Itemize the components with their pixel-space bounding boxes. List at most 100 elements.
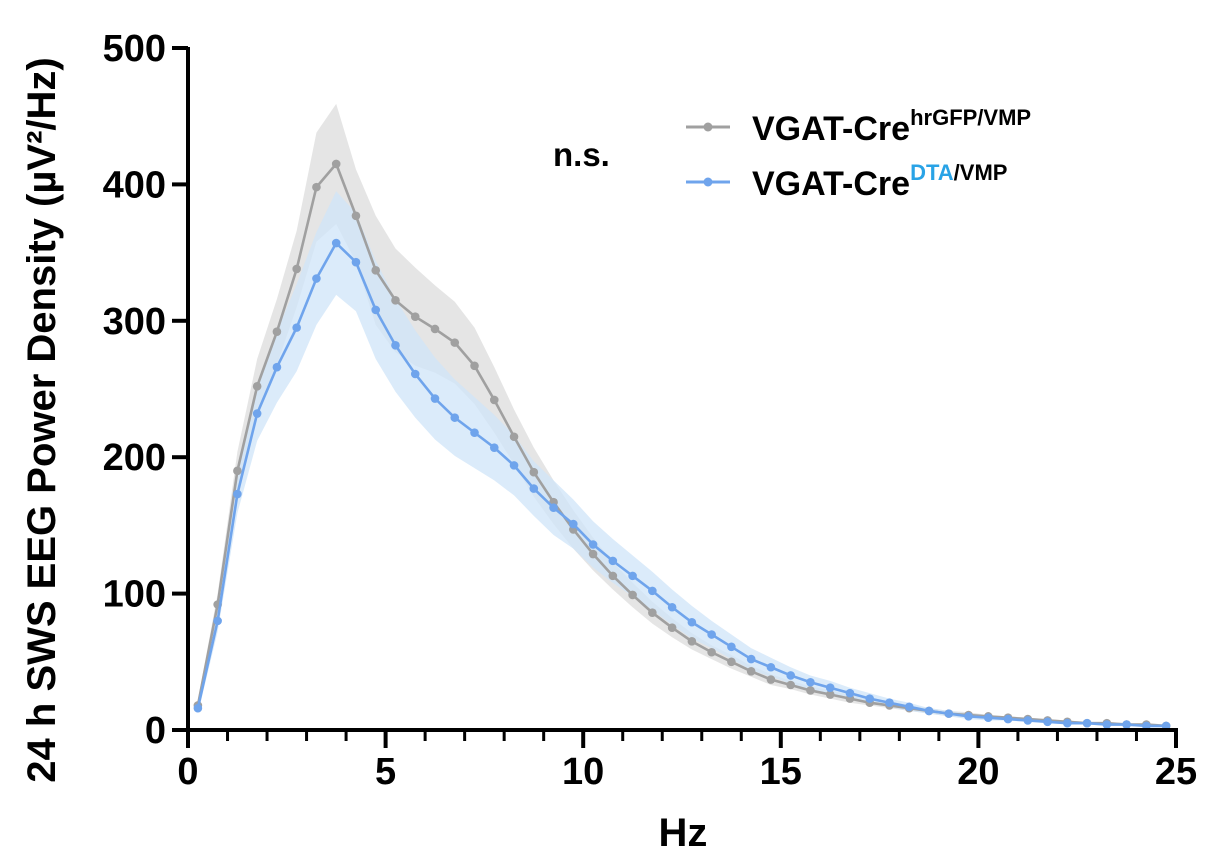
data-point xyxy=(608,556,618,566)
data-point xyxy=(746,667,756,676)
legend-marker-dta xyxy=(703,177,713,187)
data-point xyxy=(786,680,795,690)
data-point xyxy=(489,443,499,452)
data-point xyxy=(648,608,657,617)
data-point xyxy=(371,305,381,315)
data-point xyxy=(825,690,835,699)
data-point xyxy=(489,395,499,405)
series-1 xyxy=(193,238,1171,731)
x-tick-label: 20 xyxy=(957,751,999,793)
data-point xyxy=(707,630,716,639)
legend-label-dta: VGAT-CreDTA/VMP xyxy=(752,160,1007,203)
x-tick-label: 10 xyxy=(562,751,604,793)
data-point xyxy=(272,362,282,372)
data-point xyxy=(687,617,697,627)
significance-annotation: n.s. xyxy=(553,136,610,173)
data-point xyxy=(509,432,519,442)
data-point xyxy=(312,274,321,283)
data-point xyxy=(1023,716,1033,725)
legend: VGAT-CrehrGFP/VMP VGAT-CreDTA/VMP xyxy=(686,105,1031,203)
data-point xyxy=(470,428,479,437)
data-point xyxy=(786,671,795,680)
data-point xyxy=(509,461,519,470)
data-point xyxy=(707,647,716,657)
x-axis-title: Hz xyxy=(659,811,708,852)
series-lines xyxy=(193,159,1171,731)
data-point xyxy=(233,489,242,499)
data-point xyxy=(391,296,400,305)
data-point xyxy=(549,503,558,512)
y-tick-label: 100 xyxy=(103,574,166,616)
data-point xyxy=(312,182,321,192)
data-point xyxy=(391,341,400,350)
data-point xyxy=(430,394,440,403)
data-point xyxy=(983,713,993,723)
data-point xyxy=(292,323,301,332)
data-point xyxy=(924,706,934,716)
data-point xyxy=(845,688,855,698)
data-point xyxy=(193,703,203,713)
data-point xyxy=(825,683,835,693)
data-point xyxy=(331,238,341,248)
data-point xyxy=(450,338,460,347)
data-point xyxy=(450,413,460,422)
data-point xyxy=(292,264,301,274)
y-tick-label: 500 xyxy=(103,28,166,70)
y-tick-label: 0 xyxy=(145,710,166,752)
data-point xyxy=(687,637,697,646)
data-point xyxy=(964,712,973,721)
y-tick-label: 400 xyxy=(103,164,166,206)
error-bands xyxy=(197,103,1167,728)
data-point xyxy=(252,409,262,418)
data-point xyxy=(470,361,479,371)
data-point xyxy=(628,590,637,600)
data-point xyxy=(1122,720,1131,729)
y-tick-label: 300 xyxy=(103,301,166,343)
data-point xyxy=(865,694,875,703)
data-point xyxy=(727,642,736,652)
x-tick-label: 25 xyxy=(1155,751,1197,793)
data-point xyxy=(588,549,598,559)
data-point xyxy=(667,602,677,612)
data-point xyxy=(885,698,894,708)
data-point xyxy=(1063,718,1072,728)
x-tick-label: 0 xyxy=(177,751,198,793)
data-point xyxy=(1003,714,1013,724)
data-point xyxy=(628,571,637,581)
data-point xyxy=(233,466,242,476)
data-point xyxy=(529,467,539,477)
legend-label-hrgfp: VGAT-CrehrGFP/VMP xyxy=(752,105,1031,148)
legend-label-dta-main: VGAT-Cre xyxy=(752,165,910,203)
data-point xyxy=(746,654,756,664)
data-point xyxy=(410,312,420,322)
legend-label-hrgfp-sup: hrGFP/VMP xyxy=(910,105,1031,130)
data-point xyxy=(608,571,618,581)
data-point xyxy=(944,709,954,718)
x-tick-label: 5 xyxy=(375,751,396,793)
y-tick-label: 200 xyxy=(103,437,166,479)
legend-label-dta-sup: DTA xyxy=(910,160,954,185)
data-point xyxy=(331,159,341,169)
data-point xyxy=(430,324,440,334)
axes xyxy=(172,46,1178,748)
data-point xyxy=(410,369,420,379)
tick-labels: 0 100 200 300 400 500 0 5 10 15 20 25 xyxy=(103,28,1198,793)
data-point xyxy=(569,519,578,529)
legend-marker-hrgfp xyxy=(703,122,713,132)
data-point xyxy=(1102,720,1112,729)
data-point xyxy=(806,686,815,695)
data-point xyxy=(766,662,776,672)
data-point xyxy=(371,266,381,275)
error-band-series-1 xyxy=(197,191,1167,728)
y-axis-title: 24 h SWS EEG Power Density (µV²/Hz) xyxy=(20,57,64,782)
data-point xyxy=(727,657,736,667)
data-point xyxy=(806,677,815,687)
data-point xyxy=(1082,718,1092,728)
x-tick-label: 15 xyxy=(760,751,802,793)
legend-item-hrgfp: VGAT-CrehrGFP/VMP xyxy=(686,105,1031,148)
data-point xyxy=(904,702,914,712)
data-point xyxy=(351,257,361,267)
data-point xyxy=(1043,717,1052,727)
data-point xyxy=(529,484,539,493)
